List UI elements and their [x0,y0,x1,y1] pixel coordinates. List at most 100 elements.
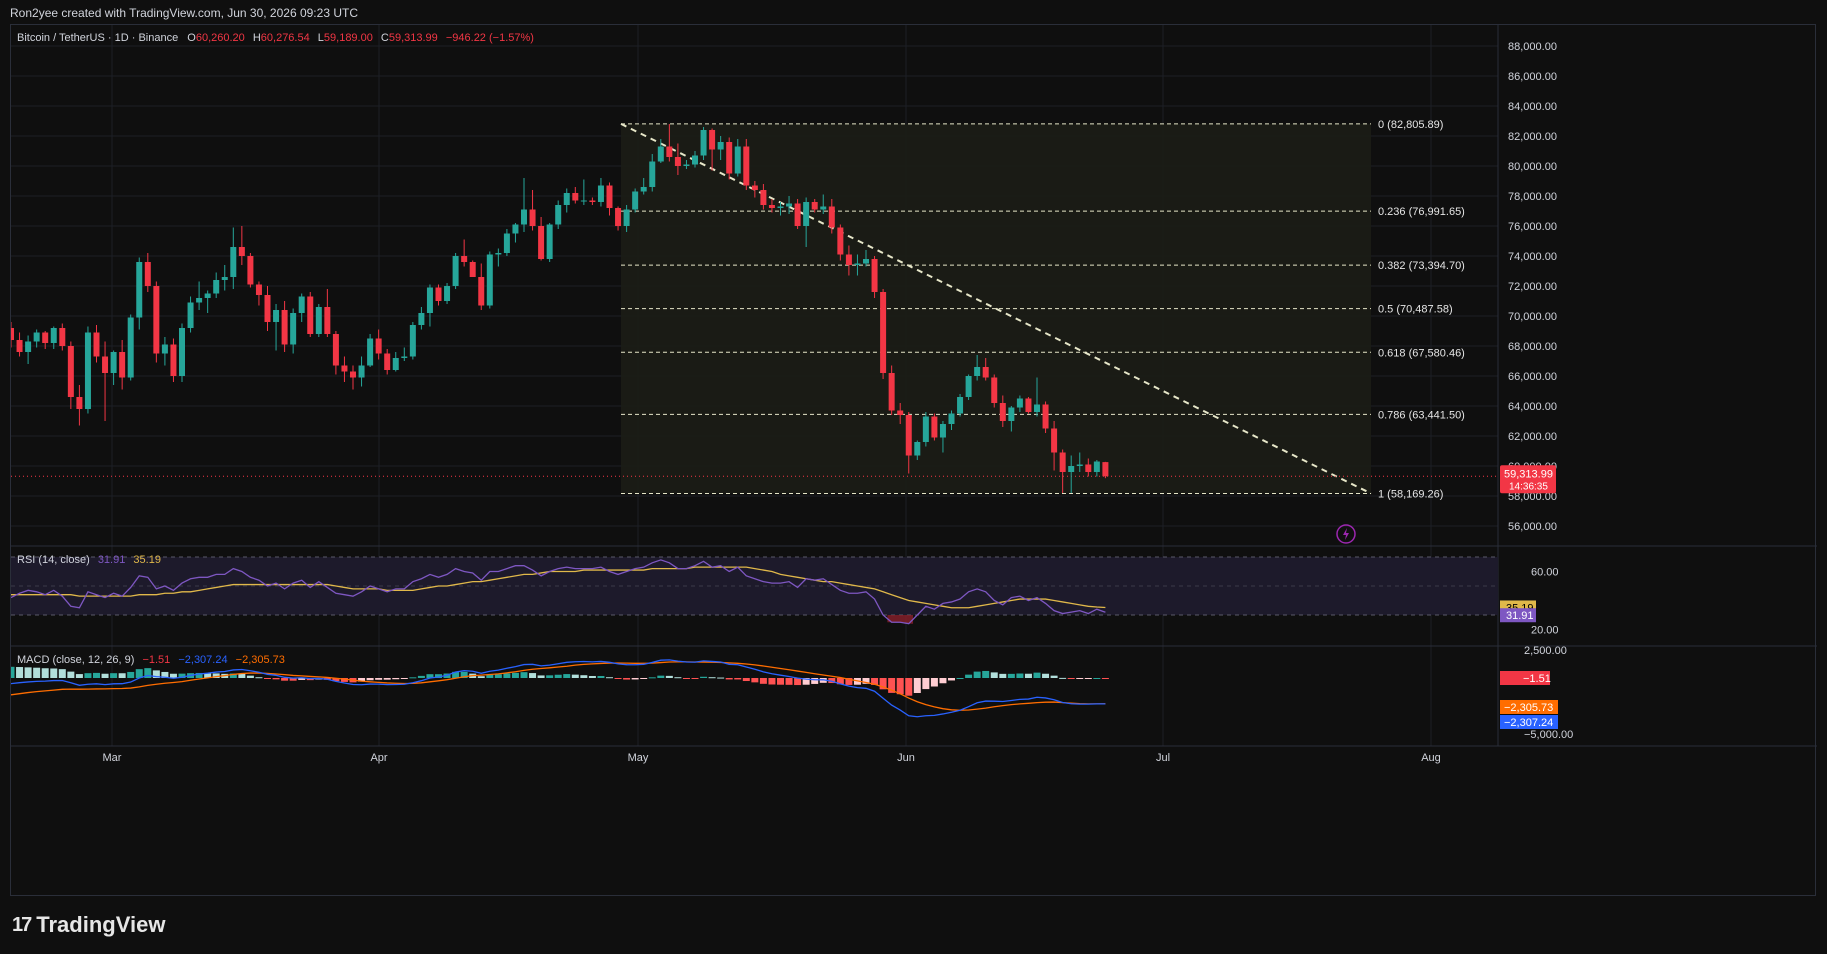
candle[interactable] [683,160,690,169]
candle[interactable] [1085,458,1092,477]
candle[interactable] [632,188,639,213]
candle[interactable] [1059,449,1066,494]
candle[interactable] [512,223,519,243]
candle[interactable] [76,385,83,426]
candle[interactable] [538,217,545,261]
candle[interactable] [1008,406,1015,432]
candle[interactable] [298,293,305,323]
candle[interactable] [837,224,844,261]
candle[interactable] [238,226,245,265]
candle[interactable] [59,323,66,351]
candle[interactable] [786,196,793,214]
candle[interactable] [897,403,904,424]
candle[interactable] [367,334,374,367]
candle[interactable] [803,197,810,248]
candle[interactable] [426,284,433,327]
candle[interactable] [743,139,750,190]
lightning-icon[interactable] [1336,524,1356,544]
candle[interactable] [931,413,938,441]
candle[interactable] [341,356,348,383]
candle[interactable] [888,365,895,416]
candle[interactable] [794,199,801,229]
candle[interactable] [418,307,425,330]
candle[interactable] [828,199,835,234]
candle[interactable] [392,352,399,372]
chart-canvas[interactable]: 0 (82,805.89) 0.236 (76,991.65) 0.382 (73,… [11,25,1817,897]
candle[interactable] [324,289,331,337]
candle[interactable] [469,260,476,278]
candle[interactable] [1076,452,1083,473]
candle[interactable] [521,178,527,232]
candle[interactable] [179,323,185,383]
candle[interactable] [991,374,998,408]
candle[interactable] [717,136,724,160]
candle[interactable] [33,329,40,348]
candle[interactable] [461,239,468,267]
candle[interactable] [401,347,408,362]
candle[interactable] [350,365,356,390]
candle[interactable] [102,341,109,422]
candle[interactable] [136,257,143,330]
candle[interactable] [119,340,126,390]
candle[interactable] [281,301,288,352]
candle[interactable] [187,296,194,333]
candle[interactable] [110,350,117,386]
candle[interactable] [307,292,314,337]
candle[interactable] [777,202,784,216]
candle[interactable] [332,331,339,375]
candle[interactable] [264,286,271,331]
candle[interactable] [657,139,664,163]
candle[interactable] [922,412,929,447]
candle[interactable] [700,127,707,160]
candle[interactable] [255,281,262,306]
candle[interactable] [221,265,228,291]
candle[interactable] [546,223,553,262]
candle[interactable] [93,325,100,363]
candle[interactable] [974,355,981,381]
candle[interactable] [563,188,570,213]
candle[interactable] [230,227,237,290]
candle[interactable] [503,229,510,256]
candle[interactable] [529,190,536,231]
candle[interactable] [692,151,698,168]
candle[interactable] [1102,461,1109,479]
candle[interactable] [290,308,297,354]
candle[interactable] [409,322,416,360]
candle[interactable] [1034,377,1040,417]
candle[interactable] [572,187,579,204]
candle[interactable] [358,356,365,387]
candle[interactable] [914,440,921,461]
candle[interactable] [273,304,280,351]
candle[interactable] [649,154,656,192]
candle[interactable] [42,331,49,349]
candle[interactable] [375,329,382,360]
candle[interactable] [50,326,57,350]
candle[interactable] [1051,421,1058,471]
candle[interactable] [939,421,946,453]
candle[interactable] [213,272,220,299]
candle[interactable] [196,281,203,311]
candle[interactable] [863,250,869,267]
candle[interactable] [478,263,485,311]
candle[interactable] [597,178,604,207]
candle[interactable] [768,199,775,213]
candle[interactable] [1025,397,1032,414]
candle[interactable] [67,341,74,410]
candle[interactable] [957,394,964,417]
candle[interactable] [486,251,493,309]
candle[interactable] [1016,395,1023,413]
candle[interactable] [948,410,955,431]
candle[interactable] [589,197,596,206]
candle[interactable] [751,181,758,198]
candle[interactable] [435,284,442,306]
candle[interactable] [1093,460,1100,477]
candle[interactable] [161,337,168,366]
candle[interactable] [144,253,151,292]
candle[interactable] [880,289,887,379]
candle[interactable] [854,254,861,276]
candle[interactable] [444,283,451,304]
candle[interactable] [247,253,254,288]
candle[interactable] [726,137,733,180]
candle[interactable] [580,179,587,206]
candle[interactable] [452,253,459,289]
